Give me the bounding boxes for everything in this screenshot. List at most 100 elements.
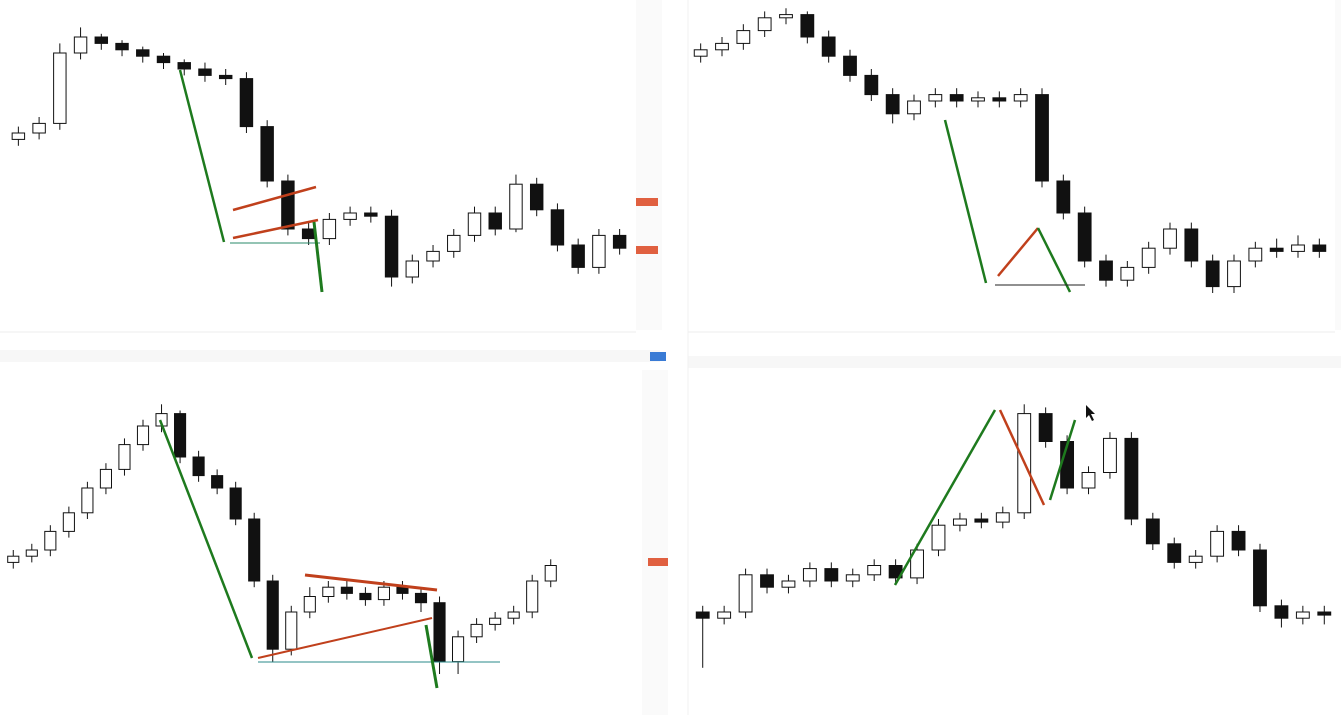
trend-line [304,573,438,592]
candle-body [779,14,793,19]
candle-body [359,592,372,601]
candle-body [864,74,879,96]
candle-body [1317,611,1332,616]
candle-body [81,487,94,514]
candle-body [529,183,544,211]
trend-line [158,419,254,659]
candle-body [507,611,520,619]
candle-body [73,36,88,54]
candle-body [1253,549,1267,607]
candle-body [248,518,261,582]
trend-line [232,185,317,212]
candle-body [1013,94,1028,102]
candle-body [266,580,279,650]
candle-body [949,94,964,102]
candle-body [322,586,335,598]
candle-body [281,180,295,230]
trend-line [257,617,433,659]
candle-body [612,234,627,249]
candle-body [433,602,446,663]
toolbar[interactable] [0,350,660,362]
candle-body [845,574,860,582]
candle-body [1210,530,1225,557]
candle-body [260,126,274,182]
cursor [1086,405,1095,421]
trend-line [1048,419,1077,501]
candle-body [526,580,539,613]
candle-body [211,475,224,489]
candle-body [340,586,353,594]
candle-body [11,132,26,140]
candle-body [1038,413,1053,443]
candle-body [1056,180,1071,214]
candle-body [99,468,112,489]
candle-body [32,122,46,134]
candle-body [1295,611,1310,619]
candle-body [7,555,20,563]
price-marker [648,558,668,566]
candle-body [1103,437,1117,473]
candle-body [452,636,465,663]
candle-body [1188,555,1203,563]
candle-body [550,209,565,246]
candle-body [1291,244,1305,252]
candle-body [470,623,483,638]
candle-body [384,215,399,278]
candle-body [377,586,390,601]
trend-line [997,227,1039,277]
candle-body [928,94,943,102]
candle-body [592,234,606,268]
candle-body [1184,228,1199,262]
candle-body [136,49,150,57]
candle-body [995,512,1010,523]
candle-body [303,596,316,613]
candle-body [426,250,440,262]
candle-body [1167,543,1182,563]
candle-body [488,212,502,230]
candle-body [1141,247,1156,268]
candle-body [239,78,254,128]
candle-body [1099,260,1113,281]
candle-body [1312,244,1327,252]
candle-body [285,611,298,650]
candle-body [910,549,924,579]
candle-body [544,565,557,582]
candle-body [198,68,212,76]
candle-body [177,62,191,70]
toolbar-button[interactable] [650,352,666,361]
candle-body [1163,228,1177,249]
trend-line [893,409,997,586]
candle-body [974,518,989,523]
candle-body [717,611,732,619]
trend-line [1036,227,1072,293]
candle-body [802,568,817,582]
candle-body [1077,212,1092,262]
candle-body [467,212,482,236]
trend-line [943,119,988,284]
candle-body [414,592,428,604]
candle-body [192,456,205,477]
candle-body [1248,247,1263,262]
toolbar[interactable] [688,356,1341,368]
candle-body [736,30,751,44]
candle-body [136,425,150,446]
candle-body [757,17,772,32]
candle-body [952,518,967,526]
candle-body [800,14,815,38]
candle-body [824,568,839,582]
trend-line [312,221,324,293]
candle-body [907,100,921,115]
candle-body [1081,472,1096,489]
trend-line [178,69,226,243]
plots [7,8,1332,674]
candle-body [62,512,75,532]
candle-body [1120,266,1135,281]
candle-body [396,586,409,594]
price-axis [1335,0,1341,330]
candle-body [118,444,131,470]
trend-line [232,218,319,240]
candle-body [1124,437,1139,520]
candle-body [156,55,171,64]
candle-body [715,42,729,51]
